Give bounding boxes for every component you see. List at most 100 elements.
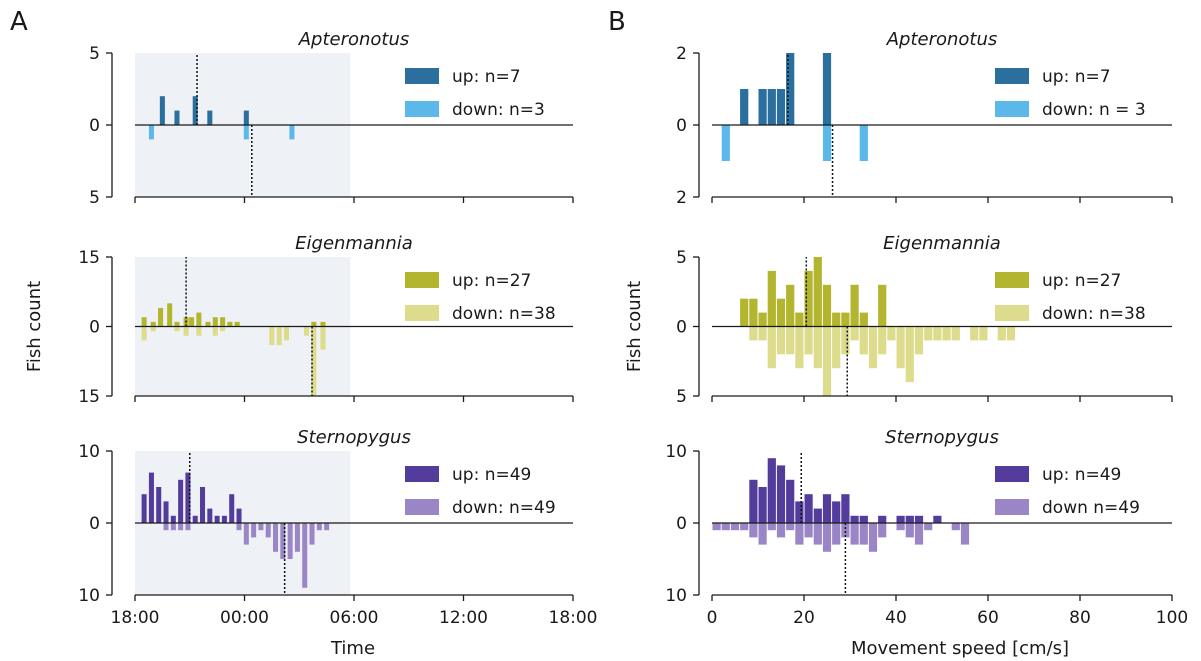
bar-up-0-0 xyxy=(740,89,749,125)
bar-down-1-5 xyxy=(795,326,804,369)
bar-down-1-12 xyxy=(320,326,326,350)
bar-up-0-7 xyxy=(192,515,198,523)
bar-down-1-14 xyxy=(878,326,887,355)
bar-up-0-6 xyxy=(795,312,804,327)
chart-a-eigenmannia: 15 0 15 Eigenmannia Fish count up: n=27 down: … xyxy=(24,233,574,407)
bar-up-0-8 xyxy=(813,257,822,327)
x-tick-label: 60 xyxy=(977,608,999,628)
bar-down-1-0 xyxy=(749,326,758,341)
bar-down-1-7 xyxy=(813,326,822,369)
bar-down-1-3 xyxy=(740,523,749,531)
bar-up-0-10 xyxy=(220,317,226,327)
x-tick-label: 18:00 xyxy=(549,608,598,628)
bar-up-0-17 xyxy=(933,515,942,523)
bar-up-0-2 xyxy=(192,96,198,125)
bar-down-1-19 xyxy=(924,326,933,341)
bar-down-1-13 xyxy=(302,523,308,588)
y-axis-label: Fish count xyxy=(624,281,645,372)
y-tick-label: 0 xyxy=(89,318,100,338)
chart-title: Apteronotus xyxy=(298,29,410,50)
bar-up-0-2 xyxy=(158,307,164,327)
bar-down-1-22 xyxy=(951,326,960,341)
x-tick-label: 06:00 xyxy=(330,608,379,628)
x-tick-label: 18:00 xyxy=(111,608,160,628)
bar-down-1-6 xyxy=(220,326,226,332)
bar-up-0-9 xyxy=(832,501,841,523)
bar-up-0-10 xyxy=(214,515,220,523)
x-tick-label: 12:00 xyxy=(439,608,488,628)
bar-down-1-6 xyxy=(804,326,813,355)
bar-up-2-0 xyxy=(311,321,317,327)
bar-down-1-16 xyxy=(859,523,868,545)
legend-label-up: up: n=49 xyxy=(452,465,531,485)
chart-title: Eigenmannia xyxy=(883,233,1001,254)
bar-up-0-6 xyxy=(804,494,813,523)
legend-swatch-up xyxy=(405,272,439,288)
bar-down-1-6 xyxy=(767,523,776,531)
bar-up-0-4 xyxy=(776,298,786,327)
bar-up-0-12 xyxy=(234,321,240,327)
bar-up-0-12 xyxy=(850,284,859,327)
bar-down-1-14 xyxy=(841,523,850,538)
bar-up-0-1 xyxy=(758,487,767,523)
bar-down-1-23 xyxy=(970,326,979,341)
bar-up-0-11 xyxy=(227,321,233,327)
x-tick-label: 80 xyxy=(1069,608,1091,628)
bar-up-0-4 xyxy=(786,479,795,523)
bar-down-1-17 xyxy=(905,326,914,383)
legend-label-up: up: n=27 xyxy=(452,271,531,291)
bar-up-0-12 xyxy=(859,515,868,523)
bar-up-0-13 xyxy=(236,508,242,523)
bar-up-0-13 xyxy=(878,515,887,523)
bar-up-0-7 xyxy=(196,312,202,327)
bar-up-0-4 xyxy=(174,321,180,327)
bar-down-1-12 xyxy=(859,326,868,355)
bar-down-1-19 xyxy=(896,523,905,531)
bar-down-1-18 xyxy=(914,326,924,355)
bar-down-1-2 xyxy=(289,125,295,140)
bar-up-0-8 xyxy=(822,494,832,523)
bar-up-0-3 xyxy=(767,270,776,327)
bar-down-1-13 xyxy=(868,326,878,369)
bar-up-0-10 xyxy=(832,312,841,327)
y-tick-label: 0 xyxy=(676,318,687,338)
chart-a-sternopygus: 10 0 10 18:00 00:00 06:00 12:00 18:00 Sternopygu… xyxy=(78,427,597,659)
bar-up-0-5 xyxy=(786,284,795,327)
bar-up-0-3 xyxy=(163,501,169,523)
y-tick-label: 5 xyxy=(676,387,687,407)
x-axis-label: Movement speed [cm/s] xyxy=(851,638,1069,659)
bar-up-0-5 xyxy=(795,501,804,523)
legend-swatch-down xyxy=(995,499,1029,515)
bar-up-0-14 xyxy=(896,515,905,523)
bar-up-0-8 xyxy=(205,321,211,327)
bar-down-1-2 xyxy=(859,125,868,161)
bar-down-1-11 xyxy=(287,523,293,559)
legend-swatch-up xyxy=(995,466,1029,482)
x-tick-label: 40 xyxy=(885,608,907,628)
bar-up-0-5 xyxy=(178,479,184,523)
bar-down-1-21 xyxy=(914,523,924,545)
bar-down-1-7 xyxy=(269,326,275,346)
legend-label-up: up: n=7 xyxy=(1042,67,1111,87)
bar-down-1-16 xyxy=(896,326,905,369)
bar-down-1-9 xyxy=(832,326,841,369)
bar-up-0-6 xyxy=(185,472,191,523)
bar-down-1-2 xyxy=(767,326,776,369)
legend-label-down: down: n=38 xyxy=(1042,304,1146,324)
chart-title: Eigenmannia xyxy=(295,233,413,254)
y-tick-label: 5 xyxy=(676,248,687,268)
bar-down-1-9 xyxy=(273,523,279,552)
bar-down-1-17 xyxy=(868,523,878,552)
chart-b-apteronotus: 2 0 2 Apteronotus up: n=7 down: n = 3 xyxy=(676,29,1173,208)
bar-down-1-1 xyxy=(243,125,249,140)
y-tick-label: 2 xyxy=(676,44,687,64)
bar-down-1-20 xyxy=(905,523,914,538)
bar-down-1-25 xyxy=(997,326,1006,341)
bar-down-1-0 xyxy=(712,523,721,531)
x-tick-label: 0 xyxy=(707,608,718,628)
bar-up-0-7 xyxy=(813,508,822,523)
bar-down-1-0 xyxy=(721,125,730,161)
y-tick-label: 0 xyxy=(676,116,687,136)
bar-down-1-26 xyxy=(1006,326,1016,341)
